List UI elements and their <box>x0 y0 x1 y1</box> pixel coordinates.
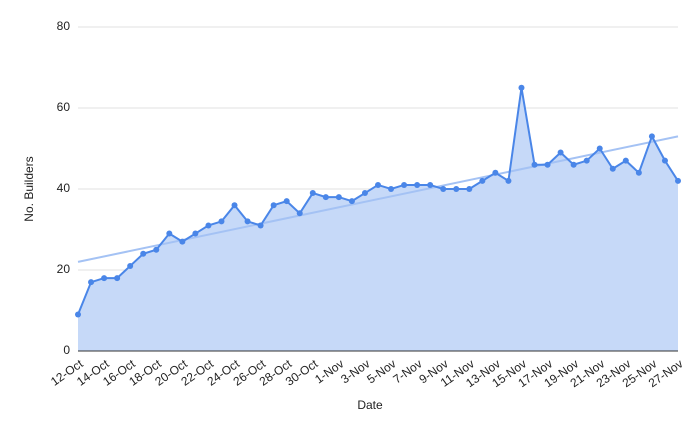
point <box>335 194 342 201</box>
point <box>414 181 421 188</box>
point <box>114 275 121 282</box>
point <box>518 84 525 91</box>
point <box>427 181 434 188</box>
point <box>257 222 264 229</box>
point <box>622 157 629 164</box>
point <box>648 133 655 140</box>
point <box>388 186 395 192</box>
point <box>635 169 642 176</box>
point <box>492 169 499 176</box>
point <box>127 262 134 269</box>
point <box>140 250 147 257</box>
point <box>609 165 616 172</box>
point <box>283 198 290 205</box>
point <box>479 177 486 184</box>
point <box>505 177 512 184</box>
point <box>244 218 251 225</box>
y-axis-title: No. Builders <box>22 156 36 221</box>
point <box>361 190 368 197</box>
point <box>583 157 590 164</box>
point <box>231 202 238 209</box>
point <box>453 186 460 192</box>
point <box>166 230 173 237</box>
point <box>570 161 577 168</box>
point <box>205 222 212 229</box>
y-tick-label: 80 <box>57 19 71 33</box>
x-tick-label: 7-Nov <box>390 357 424 387</box>
area <box>78 87 678 351</box>
point <box>557 149 564 156</box>
point <box>101 275 108 282</box>
point <box>192 230 199 237</box>
point <box>675 177 681 184</box>
point <box>322 194 329 201</box>
point <box>466 186 473 192</box>
point <box>309 190 316 197</box>
y-tick-label: 20 <box>57 262 71 276</box>
point <box>596 145 603 152</box>
x-axis-title: Date <box>357 398 383 412</box>
y-tick-label: 60 <box>57 100 71 114</box>
point <box>75 311 81 318</box>
point <box>401 181 408 188</box>
x-tick-label: 1-Nov <box>312 357 346 387</box>
point <box>179 238 186 245</box>
point <box>296 210 303 217</box>
point <box>270 202 277 209</box>
point <box>440 186 447 192</box>
point <box>348 198 355 205</box>
point <box>661 157 668 164</box>
point <box>153 246 160 253</box>
trendline <box>77 135 679 263</box>
point <box>544 161 551 168</box>
point <box>375 181 381 188</box>
y-tick-label: 40 <box>57 181 71 195</box>
x-tick-label: 3-Nov <box>338 357 372 387</box>
point <box>218 218 225 225</box>
point <box>531 161 538 168</box>
point <box>88 279 95 286</box>
x-tick-label: 5-Nov <box>364 357 398 387</box>
y-tick-label: 0 <box>63 343 70 357</box>
